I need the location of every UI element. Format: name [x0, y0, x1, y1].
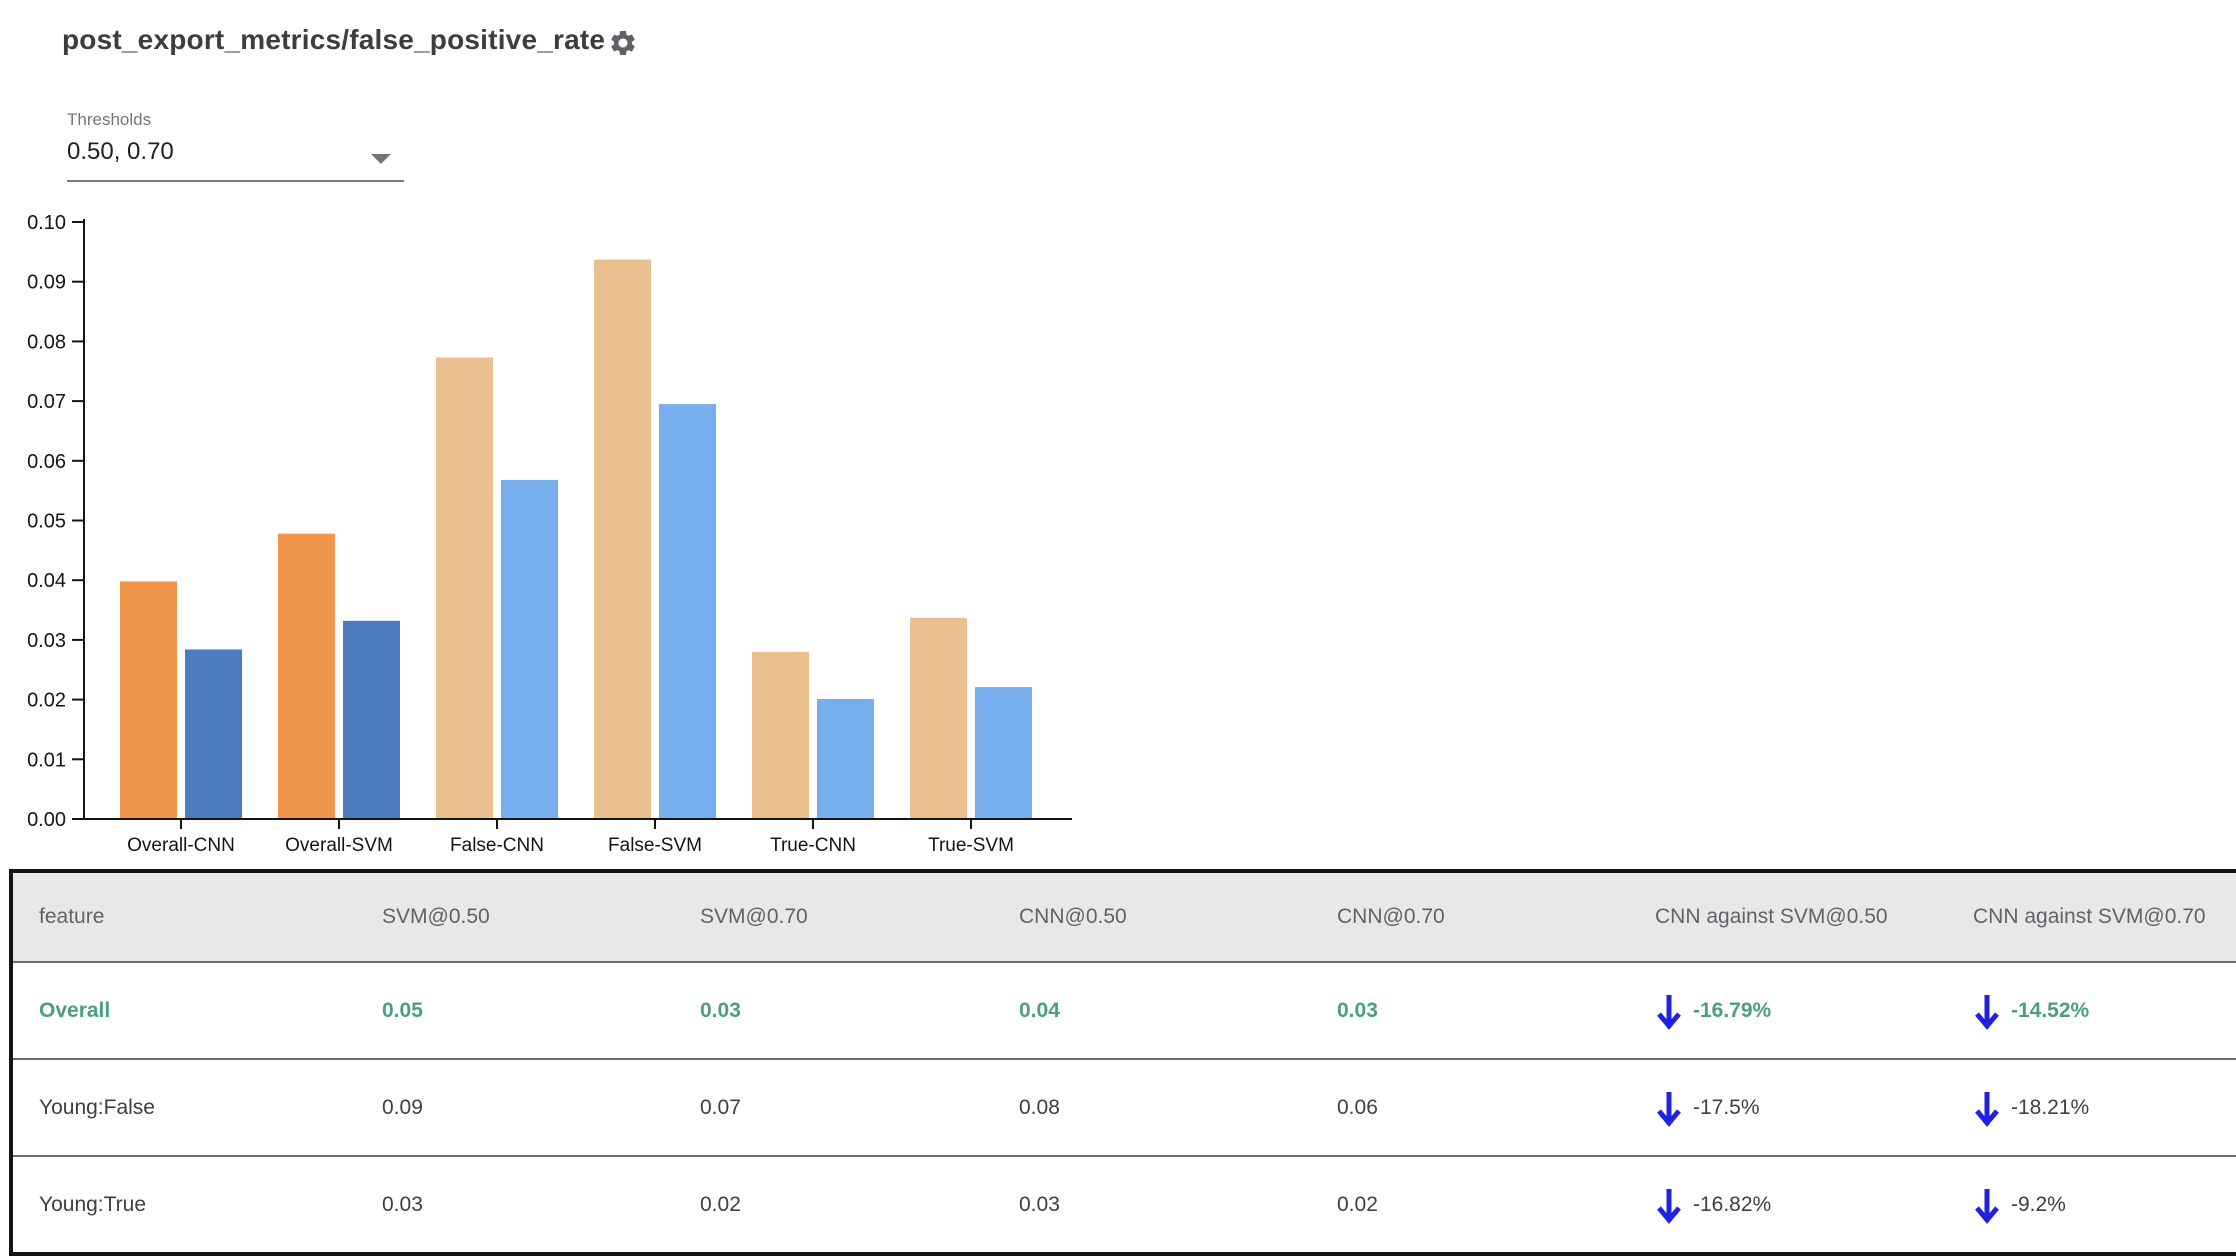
table-row-young-true: Young:True 0.03 0.02 0.03 0.02 -16.82% -9.2%: [11, 1156, 2236, 1254]
metric-cell-svm-0-70: 0.07: [699, 1059, 1018, 1157]
y-tick-label: 0.00: [27, 809, 66, 831]
y-tick-label: 0.08: [27, 331, 66, 353]
gear-icon: [611, 31, 635, 55]
column-header-cnn-against-svm-0-70: CNN against SVM@0.70: [1972, 871, 2236, 963]
delta-cell-0-50: -16.79%: [1654, 962, 1972, 1060]
bar-True-CNN-threshold0.70: [817, 699, 874, 818]
y-tick-label: 0.10: [27, 212, 66, 234]
feature-cell: Young:True: [11, 1156, 381, 1254]
y-tick-label: 0.04: [27, 570, 66, 592]
x-tick-label: Overall-CNN: [127, 835, 235, 856]
arrow-down-icon: [1975, 1091, 1999, 1127]
metric-cell-cnn-0-70: 0.03: [1336, 962, 1654, 1060]
page-title: post_export_metrics/false_positive_rate: [62, 24, 606, 55]
y-tick-label: 0.05: [27, 511, 66, 533]
false-positive-rate-bar-chart: 0.00 0.01 0.02 0.03 0.04 0.05 0.06 0.07 0.08 0.09…: [27, 212, 1072, 856]
column-header-cnn-against-svm-0-50: CNN against SVM@0.50: [1654, 871, 1972, 963]
bar-Overall-CNN-threshold0.70: [185, 649, 242, 818]
metric-cell-svm-0-50: 0.09: [381, 1059, 699, 1157]
bar-True-SVM-threshold0.70: [975, 687, 1032, 818]
arrow-down-icon: [1657, 994, 1681, 1030]
y-tick-label: 0.03: [27, 630, 66, 652]
bar-Overall-SVM-threshold0.70: [343, 620, 400, 818]
y-tick-label: 0.07: [27, 391, 66, 413]
metrics-table: feature SVM@0.50 SVM@0.70 CNN@0.50 CNN@0.70 C…: [9, 869, 2236, 1256]
x-tick-label: True-SVM: [928, 835, 1014, 856]
bar-False-SVM-threshold0.50: [594, 259, 651, 819]
thresholds-dropdown[interactable]: 0.50, 0.70: [67, 136, 404, 182]
bar-False-CNN-threshold0.50: [436, 357, 493, 818]
bar-False-CNN-threshold0.70: [501, 479, 558, 818]
feature-cell: Overall: [11, 962, 381, 1060]
bar-False-SVM-threshold0.70: [659, 404, 716, 818]
table-header: feature SVM@0.50 SVM@0.70 CNN@0.50 CNN@0.70 C…: [11, 871, 2236, 963]
delta-value: -18.21%: [2011, 1095, 2090, 1119]
x-tick-label: True-CNN: [770, 835, 856, 856]
metric-cell-cnn-0-50: 0.03: [1018, 1156, 1336, 1254]
delta-value: -9.2%: [2011, 1192, 2066, 1216]
table-row-young-false: Young:False 0.09 0.07 0.08 0.06 -17.5% -18.21%: [11, 1059, 2236, 1157]
thresholds-label: Thresholds: [67, 110, 152, 129]
x-tick-label: False-SVM: [608, 835, 702, 856]
x-tick-label: Overall-SVM: [285, 835, 393, 856]
delta-cell-0-50: -16.82%: [1654, 1156, 1972, 1254]
metric-cell-cnn-0-50: 0.04: [1018, 962, 1336, 1060]
metric-cell-svm-0-70: 0.03: [699, 962, 1018, 1060]
arrow-down-icon: [1657, 1188, 1681, 1224]
delta-value: -16.79%: [1693, 998, 1772, 1022]
column-header-feature: feature: [11, 871, 381, 963]
bar-Overall-CNN-threshold0.50: [120, 581, 177, 818]
feature-cell: Young:False: [11, 1059, 381, 1157]
y-tick-label: 0.02: [27, 690, 66, 712]
delta-value: -14.52%: [2011, 998, 2090, 1022]
chevron-down-icon: [371, 154, 391, 164]
y-tick-label: 0.01: [27, 749, 66, 771]
column-header-cnn-0-50: CNN@0.50: [1018, 871, 1336, 963]
metric-cell-cnn-0-50: 0.08: [1018, 1059, 1336, 1157]
metric-cell-cnn-0-70: 0.02: [1336, 1156, 1654, 1254]
bar-True-SVM-threshold0.50: [910, 617, 967, 818]
metric-cell-cnn-0-70: 0.06: [1336, 1059, 1654, 1157]
settings-gear-icon[interactable]: [608, 28, 638, 58]
delta-cell-0-50: -17.5%: [1654, 1059, 1972, 1157]
delta-value: -17.5%: [1693, 1095, 1760, 1119]
metric-cell-svm-0-70: 0.02: [699, 1156, 1018, 1254]
column-header-cnn-0-70: CNN@0.70: [1336, 871, 1654, 963]
bar-True-CNN-threshold0.50: [752, 651, 809, 818]
x-tick-label: False-CNN: [450, 835, 544, 856]
arrow-down-icon: [1657, 1091, 1681, 1127]
bar-Overall-SVM-threshold0.50: [278, 533, 335, 818]
metric-cell-svm-0-50: 0.05: [381, 962, 699, 1060]
delta-cell-0-70: -18.21%: [1972, 1059, 2236, 1157]
column-header-svm-0-70: SVM@0.70: [699, 871, 1018, 963]
column-header-svm-0-50: SVM@0.50: [381, 871, 699, 963]
arrow-down-icon: [1975, 994, 1999, 1030]
thresholds-select[interactable]: Thresholds 0.50, 0.70: [67, 110, 404, 182]
table-row-overall: Overall 0.05 0.03 0.04 0.03 -16.79% -14.52%: [11, 962, 2236, 1060]
delta-cell-0-70: -9.2%: [1972, 1156, 2236, 1254]
y-tick-label: 0.06: [27, 451, 66, 473]
delta-cell-0-70: -14.52%: [1972, 962, 2236, 1060]
arrow-down-icon: [1975, 1188, 1999, 1224]
metric-cell-svm-0-50: 0.03: [381, 1156, 699, 1254]
thresholds-value: 0.50, 0.70: [67, 138, 174, 165]
y-tick-label: 0.09: [27, 272, 66, 294]
delta-value: -16.82%: [1693, 1192, 1772, 1216]
